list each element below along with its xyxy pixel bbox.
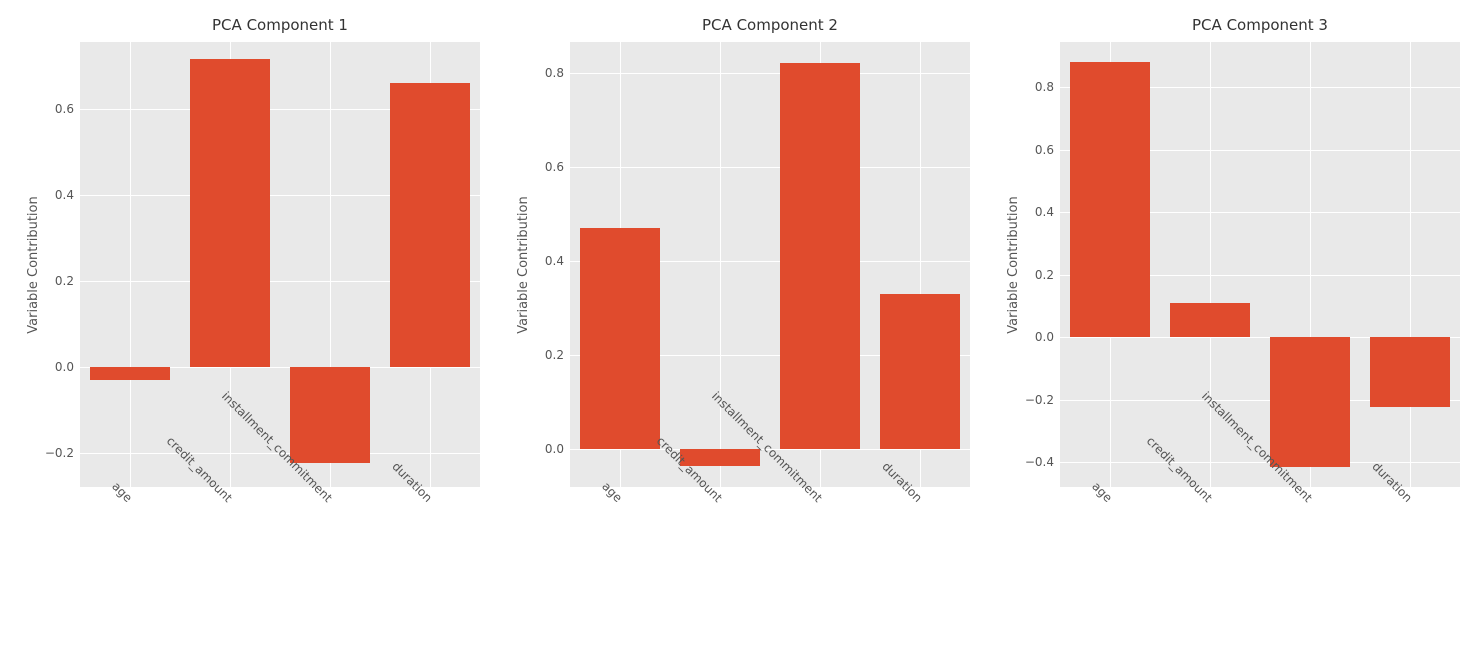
- ytick-label: 0.2: [1035, 268, 1054, 282]
- y-axis-label: Variable Contribution: [516, 196, 531, 333]
- xtick-label: credit_amount: [654, 434, 725, 505]
- ytick-label: 0.6: [1035, 143, 1054, 157]
- ytick-label: 0.2: [55, 274, 74, 288]
- bar-installment_commitment: [780, 63, 860, 449]
- ytick-label: 0.0: [55, 360, 74, 374]
- gridline-horizontal: [1060, 462, 1460, 463]
- axes-area: −0.4−0.20.00.20.40.60.8agecredit_amounti…: [1060, 42, 1460, 487]
- gridline-vertical: [1410, 42, 1411, 487]
- bar-duration: [1370, 337, 1450, 407]
- axes-area: −0.20.00.20.40.6agecredit_amountinstallm…: [80, 42, 480, 487]
- subplot-pca-2: PCA Component 20.00.20.40.60.8agecredit_…: [510, 20, 970, 487]
- bar-credit_amount: [190, 59, 270, 366]
- subplot-pca-3: PCA Component 3−0.4−0.20.00.20.40.60.8ag…: [1000, 20, 1460, 487]
- ytick-label: 0.4: [545, 254, 564, 268]
- ytick-label: 0.2: [545, 348, 564, 362]
- gridline-horizontal: [570, 167, 970, 168]
- ytick-label: 0.0: [545, 442, 564, 456]
- bar-age: [90, 367, 170, 380]
- subplot-title: PCA Component 2: [570, 16, 970, 34]
- ytick-label: 0.6: [545, 160, 564, 174]
- bar-age: [580, 228, 660, 449]
- y-axis-label: Variable Contribution: [26, 196, 41, 333]
- xtick-label: credit_amount: [1144, 434, 1215, 505]
- subplot-pca-1: PCA Component 1−0.20.00.20.40.6agecredit…: [20, 20, 480, 487]
- ytick-label: −0.4: [1025, 455, 1054, 469]
- bar-credit_amount: [1170, 303, 1250, 337]
- xtick-label: duration: [879, 459, 925, 505]
- bar-duration: [390, 83, 470, 367]
- xtick-label: age: [599, 479, 625, 505]
- ytick-label: −0.2: [45, 446, 74, 460]
- ytick-label: −0.2: [1025, 393, 1054, 407]
- xtick-label: duration: [1369, 459, 1415, 505]
- bar-installment_commitment: [1270, 337, 1350, 467]
- bar-installment_commitment: [290, 367, 370, 464]
- subplot-title: PCA Component 1: [80, 16, 480, 34]
- ytick-label: 0.6: [55, 102, 74, 116]
- gridline-vertical: [1210, 42, 1211, 487]
- xtick-label: age: [1089, 479, 1115, 505]
- gridline-vertical: [130, 42, 131, 487]
- xtick-label: duration: [389, 459, 435, 505]
- ytick-label: 0.4: [1035, 205, 1054, 219]
- xtick-label: credit_amount: [164, 434, 235, 505]
- bar-age: [1070, 62, 1150, 337]
- subplot-title: PCA Component 3: [1060, 16, 1460, 34]
- gridline-vertical: [720, 42, 721, 487]
- bar-duration: [880, 294, 960, 449]
- axes-area: 0.00.20.40.60.8agecredit_amountinstallme…: [570, 42, 970, 487]
- y-axis-label: Variable Contribution: [1006, 196, 1021, 333]
- ytick-label: 0.0: [1035, 330, 1054, 344]
- ytick-label: 0.8: [1035, 80, 1054, 94]
- xtick-label: age: [109, 479, 135, 505]
- gridline-horizontal: [570, 73, 970, 74]
- pca-figure: PCA Component 1−0.20.00.20.40.6agecredit…: [0, 0, 1481, 647]
- ytick-label: 0.4: [55, 188, 74, 202]
- ytick-label: 0.8: [545, 66, 564, 80]
